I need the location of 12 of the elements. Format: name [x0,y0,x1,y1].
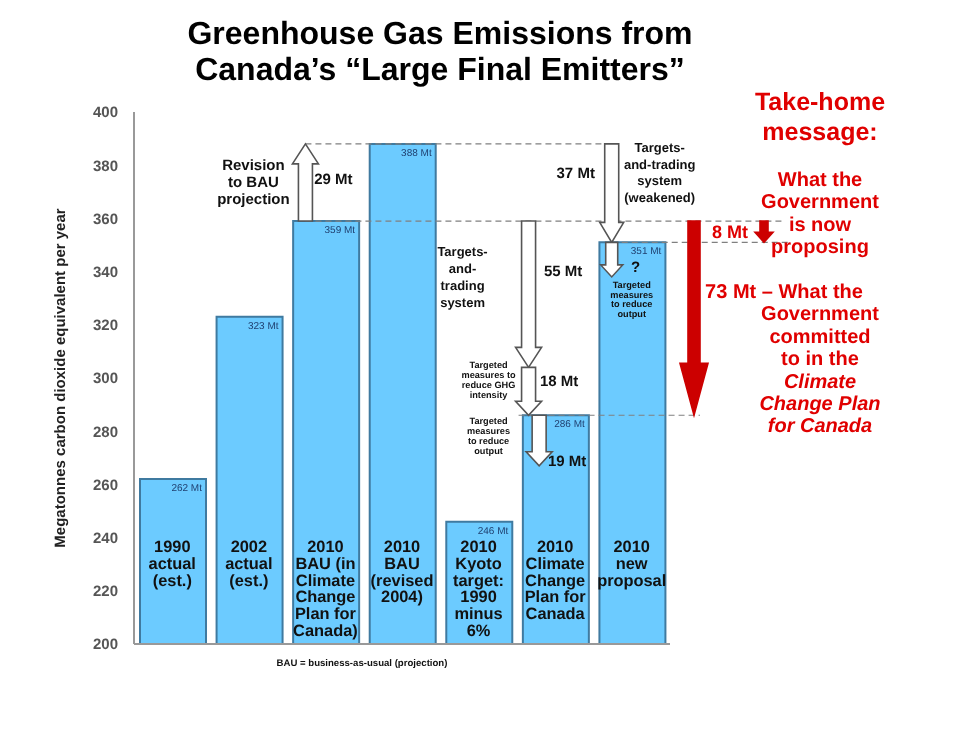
x-tick-label: 2010 BAU (in Climate Change Plan for Canada) [293,538,359,640]
x-tick-label: 1990 actual (est.) [148,538,196,590]
x-tick-label: 2010 BAU (revised 2004) [370,538,434,607]
text: 73 Mt – What the Government committed to in the Climate Change Plan for Canada [705,282,881,439]
x-tick-label: 2010 new proposal [597,538,667,590]
x-tick-label: 2002 actual (est.) [225,538,273,590]
text: Take-home message: [754,88,886,146]
text: 8 Mt [712,222,749,242]
text: What the Government is now proposing [761,170,881,260]
x-tick-label: 2010 Kyoto target: 1990 minus 6% [453,538,505,640]
chart-title: Greenhouse Gas Emissions from Canada’s “Large Final Emitters” [187,18,693,88]
x-tick-label: 2010 Climate Change Plan for Canada [524,538,588,624]
